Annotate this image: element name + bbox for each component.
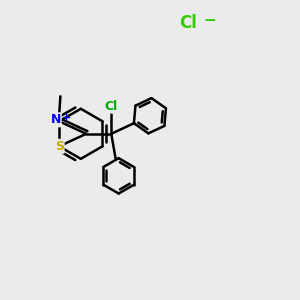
Text: S: S [55,140,64,153]
Text: +: + [62,113,71,123]
Text: Cl: Cl [179,14,197,32]
Text: N: N [50,113,61,126]
Text: Cl: Cl [105,100,118,112]
Text: −: − [204,13,216,28]
